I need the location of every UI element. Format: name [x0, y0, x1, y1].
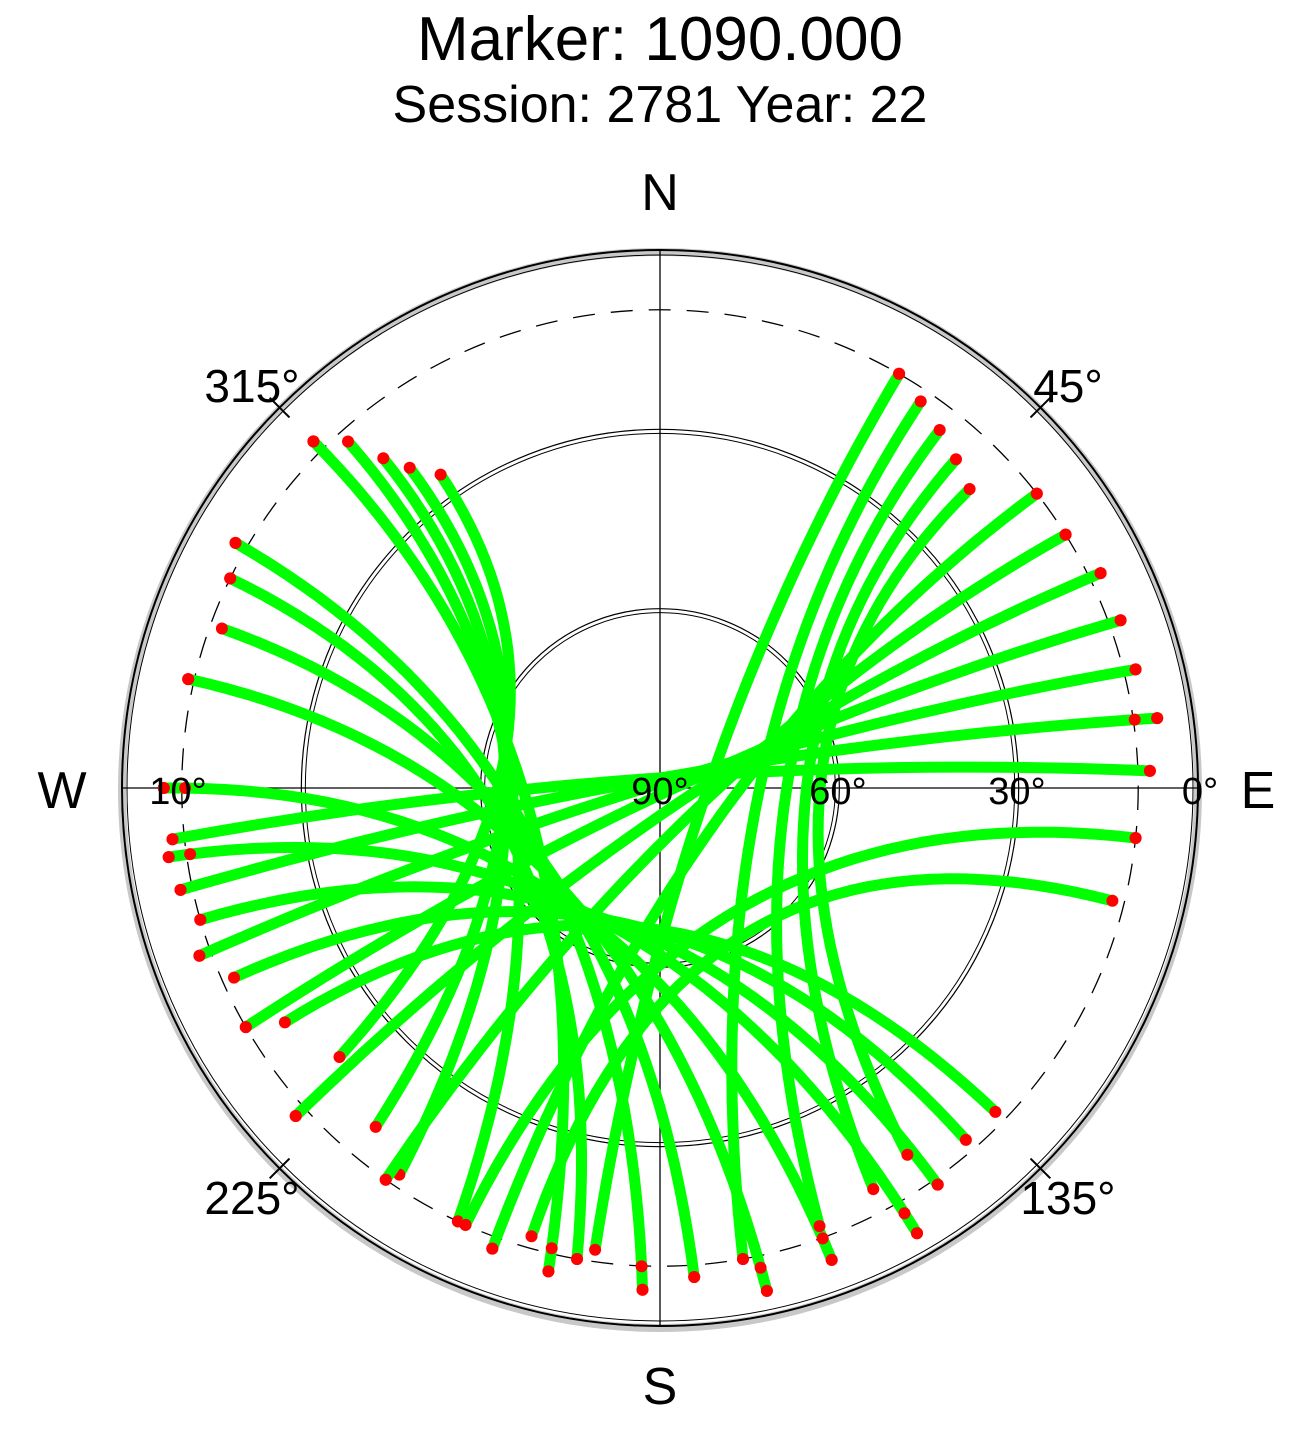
track-6-low-point	[635, 1260, 648, 1273]
track-27-end	[459, 1218, 472, 1231]
track-25-end	[174, 883, 187, 896]
track-7-end	[571, 1253, 583, 1265]
track-22	[290, 567, 1107, 1122]
track-15-start	[893, 367, 906, 380]
track-20-start	[1030, 487, 1043, 500]
track-22-start	[1094, 567, 1107, 580]
track-23-start	[1114, 614, 1127, 627]
track-16-start	[914, 395, 927, 408]
track-18-start	[950, 453, 962, 466]
track-10-low-point	[816, 1232, 829, 1245]
track-4-start	[403, 461, 416, 474]
track-10-end	[825, 1253, 838, 1266]
track-15-end	[589, 1243, 602, 1256]
track-5-start	[434, 468, 447, 481]
track-11-low-point	[184, 848, 197, 861]
azimuth-tick-45	[1029, 396, 1052, 419]
track-17	[771, 424, 946, 1232]
track-1-end	[542, 1265, 555, 1278]
track-28-start	[1106, 894, 1119, 907]
track-13-end	[959, 1133, 972, 1146]
track-23-end	[239, 1021, 252, 1034]
track-5-end	[333, 1051, 346, 1063]
compass-north: N	[641, 164, 679, 222]
track-9-end	[760, 1284, 773, 1297]
track-25-start	[1151, 712, 1164, 725]
azimuth-label-135: 135°	[1020, 1172, 1115, 1224]
track-19-start	[963, 483, 976, 495]
track-24-end	[193, 949, 206, 962]
axes-layer	[268, 396, 1052, 1180]
track-9-low-point	[754, 1261, 767, 1274]
track-26	[167, 761, 1156, 845]
track-19-end	[901, 1148, 914, 1161]
track-8-start	[215, 622, 228, 635]
track-28-end	[525, 1230, 538, 1243]
track-12-start	[194, 913, 207, 926]
compass-south: S	[643, 1358, 678, 1416]
track-26-start	[1143, 764, 1156, 777]
track-26-end	[166, 833, 179, 846]
track-16	[726, 395, 927, 1265]
track-20-end	[486, 1242, 499, 1255]
track-16-end	[737, 1253, 749, 1265]
track-27	[460, 826, 1142, 1231]
track-17-end	[813, 1220, 826, 1233]
track-11-low-point	[898, 1207, 911, 1220]
azimuth-tick-315	[268, 396, 291, 419]
elevation-label-60: 60°	[809, 771, 866, 813]
track-14-end	[989, 1105, 1002, 1118]
track-18	[796, 453, 962, 1195]
azimuth-label-45: 45°	[1033, 360, 1103, 412]
track-28	[526, 873, 1118, 1242]
track-20	[486, 488, 1043, 1255]
elevation-label-90: 90°	[631, 771, 688, 813]
track-4-end	[369, 1120, 382, 1133]
track-6-end	[636, 1283, 649, 1296]
track-18-end	[867, 1183, 880, 1196]
track-3-start	[377, 452, 390, 465]
track-19	[812, 483, 976, 1161]
track-8-end	[688, 1271, 701, 1283]
azimuth-tick-135	[1029, 1157, 1052, 1180]
track-11-end	[911, 1227, 923, 1240]
track-24-start	[1129, 663, 1142, 676]
chart-title: Marker: 1090.000	[417, 5, 903, 74]
track-21-end	[379, 1173, 392, 1186]
track-2-start	[342, 435, 354, 448]
track-27-start	[1129, 832, 1142, 844]
track-13-start	[228, 971, 240, 984]
compass-west: W	[37, 762, 86, 820]
track-1-low-point	[545, 1242, 558, 1255]
track-17-start	[933, 424, 946, 436]
track-14-start	[278, 1016, 291, 1029]
track-22-end	[289, 1110, 302, 1122]
track-21-start	[1059, 528, 1072, 541]
track-11-start	[162, 851, 175, 864]
track-9	[182, 673, 773, 1297]
elevation-label-10: 10°	[149, 771, 206, 813]
track-10-low-point	[179, 782, 192, 794]
track-10-start	[157, 782, 170, 794]
track-21	[380, 529, 1072, 1186]
satellite-tracks	[157, 367, 1164, 1297]
track-6-start	[229, 536, 242, 549]
track-9-start	[182, 673, 195, 686]
track-23	[240, 614, 1127, 1033]
track-12-end	[931, 1178, 944, 1191]
track-25-low-point	[1128, 713, 1141, 726]
azimuth-label-225: 225°	[204, 1172, 299, 1224]
azimuth-tick-225	[268, 1157, 291, 1180]
chart-subtitle: Session: 2781 Year: 22	[393, 76, 928, 134]
track-7-start	[224, 572, 237, 585]
azimuth-label-315: 315°	[204, 360, 299, 412]
track-1-start	[307, 435, 320, 448]
elevation-label-30: 30°	[988, 771, 1045, 813]
elevation-label-0: 0°	[1182, 771, 1218, 813]
compass-east: E	[1241, 762, 1276, 820]
